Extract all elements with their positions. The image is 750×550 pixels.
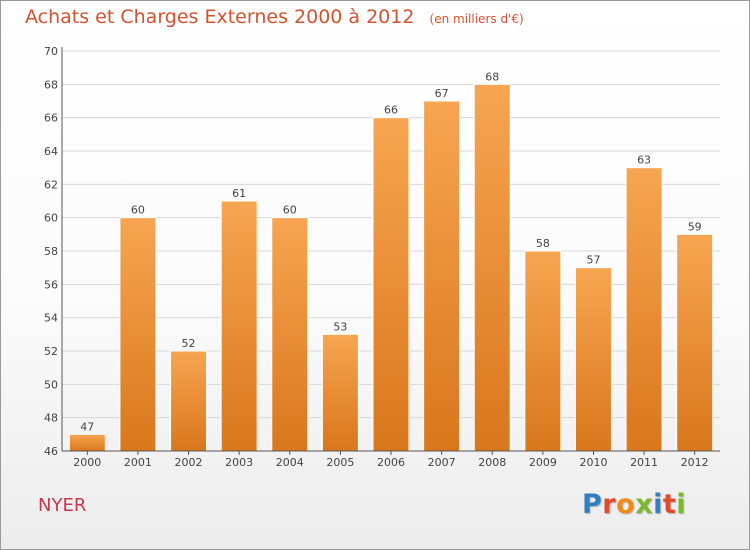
bar-value-label: 53 <box>333 320 347 333</box>
y-tick-label: 58 <box>44 245 58 258</box>
y-tick-label: 50 <box>44 378 58 391</box>
bar-value-label: 47 <box>80 420 94 433</box>
proxiti-logo: Proxiti <box>582 489 686 520</box>
x-tick-label: 2011 <box>630 456 658 469</box>
logo-letter: P <box>582 489 603 520</box>
x-tick-label: 2008 <box>478 456 506 469</box>
logo-letter: i <box>676 489 687 520</box>
x-tick-label: 2002 <box>175 456 203 469</box>
y-tick-label: 54 <box>44 312 58 325</box>
y-tick-label: 70 <box>44 45 58 58</box>
x-tick-label: 2003 <box>225 456 253 469</box>
chart-title-block: Achats et Charges Externes 2000 à 2012 (… <box>25 6 524 28</box>
bar-value-label: 61 <box>232 187 246 200</box>
labels: 46 48 50 52 54 56 58 60 62 64 66 68 70 47 2000 60 2001 52… <box>44 45 709 469</box>
chart-title: Achats et Charges Externes 2000 à 2012 <box>25 6 415 28</box>
bar-2001 <box>119 217 157 452</box>
bar-2003 <box>220 200 258 452</box>
bar-value-label: 58 <box>536 237 550 250</box>
y-tick-label: 60 <box>44 212 58 225</box>
y-tick-label: 46 <box>44 445 58 458</box>
logo-letter: r <box>602 489 617 520</box>
bar-2000 <box>68 433 106 452</box>
x-tick-label: 2010 <box>579 456 607 469</box>
bar-value-label: 63 <box>637 154 651 167</box>
bars <box>68 83 714 452</box>
axes <box>61 47 720 455</box>
bar-2004 <box>271 217 309 452</box>
bar-2009 <box>524 250 562 452</box>
y-tick-label: 48 <box>44 412 58 425</box>
bar-2005 <box>321 333 359 452</box>
x-tick-label: 2004 <box>276 456 304 469</box>
bar-value-label: 52 <box>182 337 196 350</box>
bar-2008 <box>473 83 511 452</box>
x-tick-label: 2007 <box>428 456 456 469</box>
bar-value-label: 59 <box>688 220 702 233</box>
bar-value-label: 68 <box>485 70 499 83</box>
bar-2002 <box>170 350 208 452</box>
y-tick-label: 56 <box>44 278 58 291</box>
chart-unit: (en milliers d'€) <box>429 12 524 26</box>
x-tick-label: 2006 <box>377 456 405 469</box>
bar-2012 <box>676 233 714 452</box>
bar-value-label: 60 <box>131 204 145 217</box>
logo-letter: i <box>653 489 663 520</box>
x-tick-label: 2005 <box>326 456 354 469</box>
bar-value-label: 66 <box>384 104 398 117</box>
bar-2011 <box>625 167 663 452</box>
bar-2007 <box>423 100 461 452</box>
bar-2010 <box>574 267 612 452</box>
bar-value-label: 67 <box>435 87 449 100</box>
bar-value-label: 60 <box>283 204 297 217</box>
y-tick-label: 68 <box>44 78 58 91</box>
x-tick-label: 2000 <box>73 456 101 469</box>
logo-letter: x <box>635 489 654 520</box>
commune-name: NYER <box>38 495 87 516</box>
x-tick-label: 2001 <box>124 456 152 469</box>
y-tick-label: 52 <box>44 345 58 358</box>
y-tick-label: 64 <box>44 145 58 158</box>
bar-value-label: 57 <box>586 254 600 267</box>
y-tick-label: 66 <box>44 112 58 125</box>
bar-2006 <box>372 117 410 452</box>
logo-letter: t <box>662 489 677 520</box>
logo-letter: o <box>616 489 636 520</box>
x-tick-label: 2012 <box>681 456 709 469</box>
x-tick-label: 2009 <box>529 456 557 469</box>
y-tick-label: 62 <box>44 178 58 191</box>
